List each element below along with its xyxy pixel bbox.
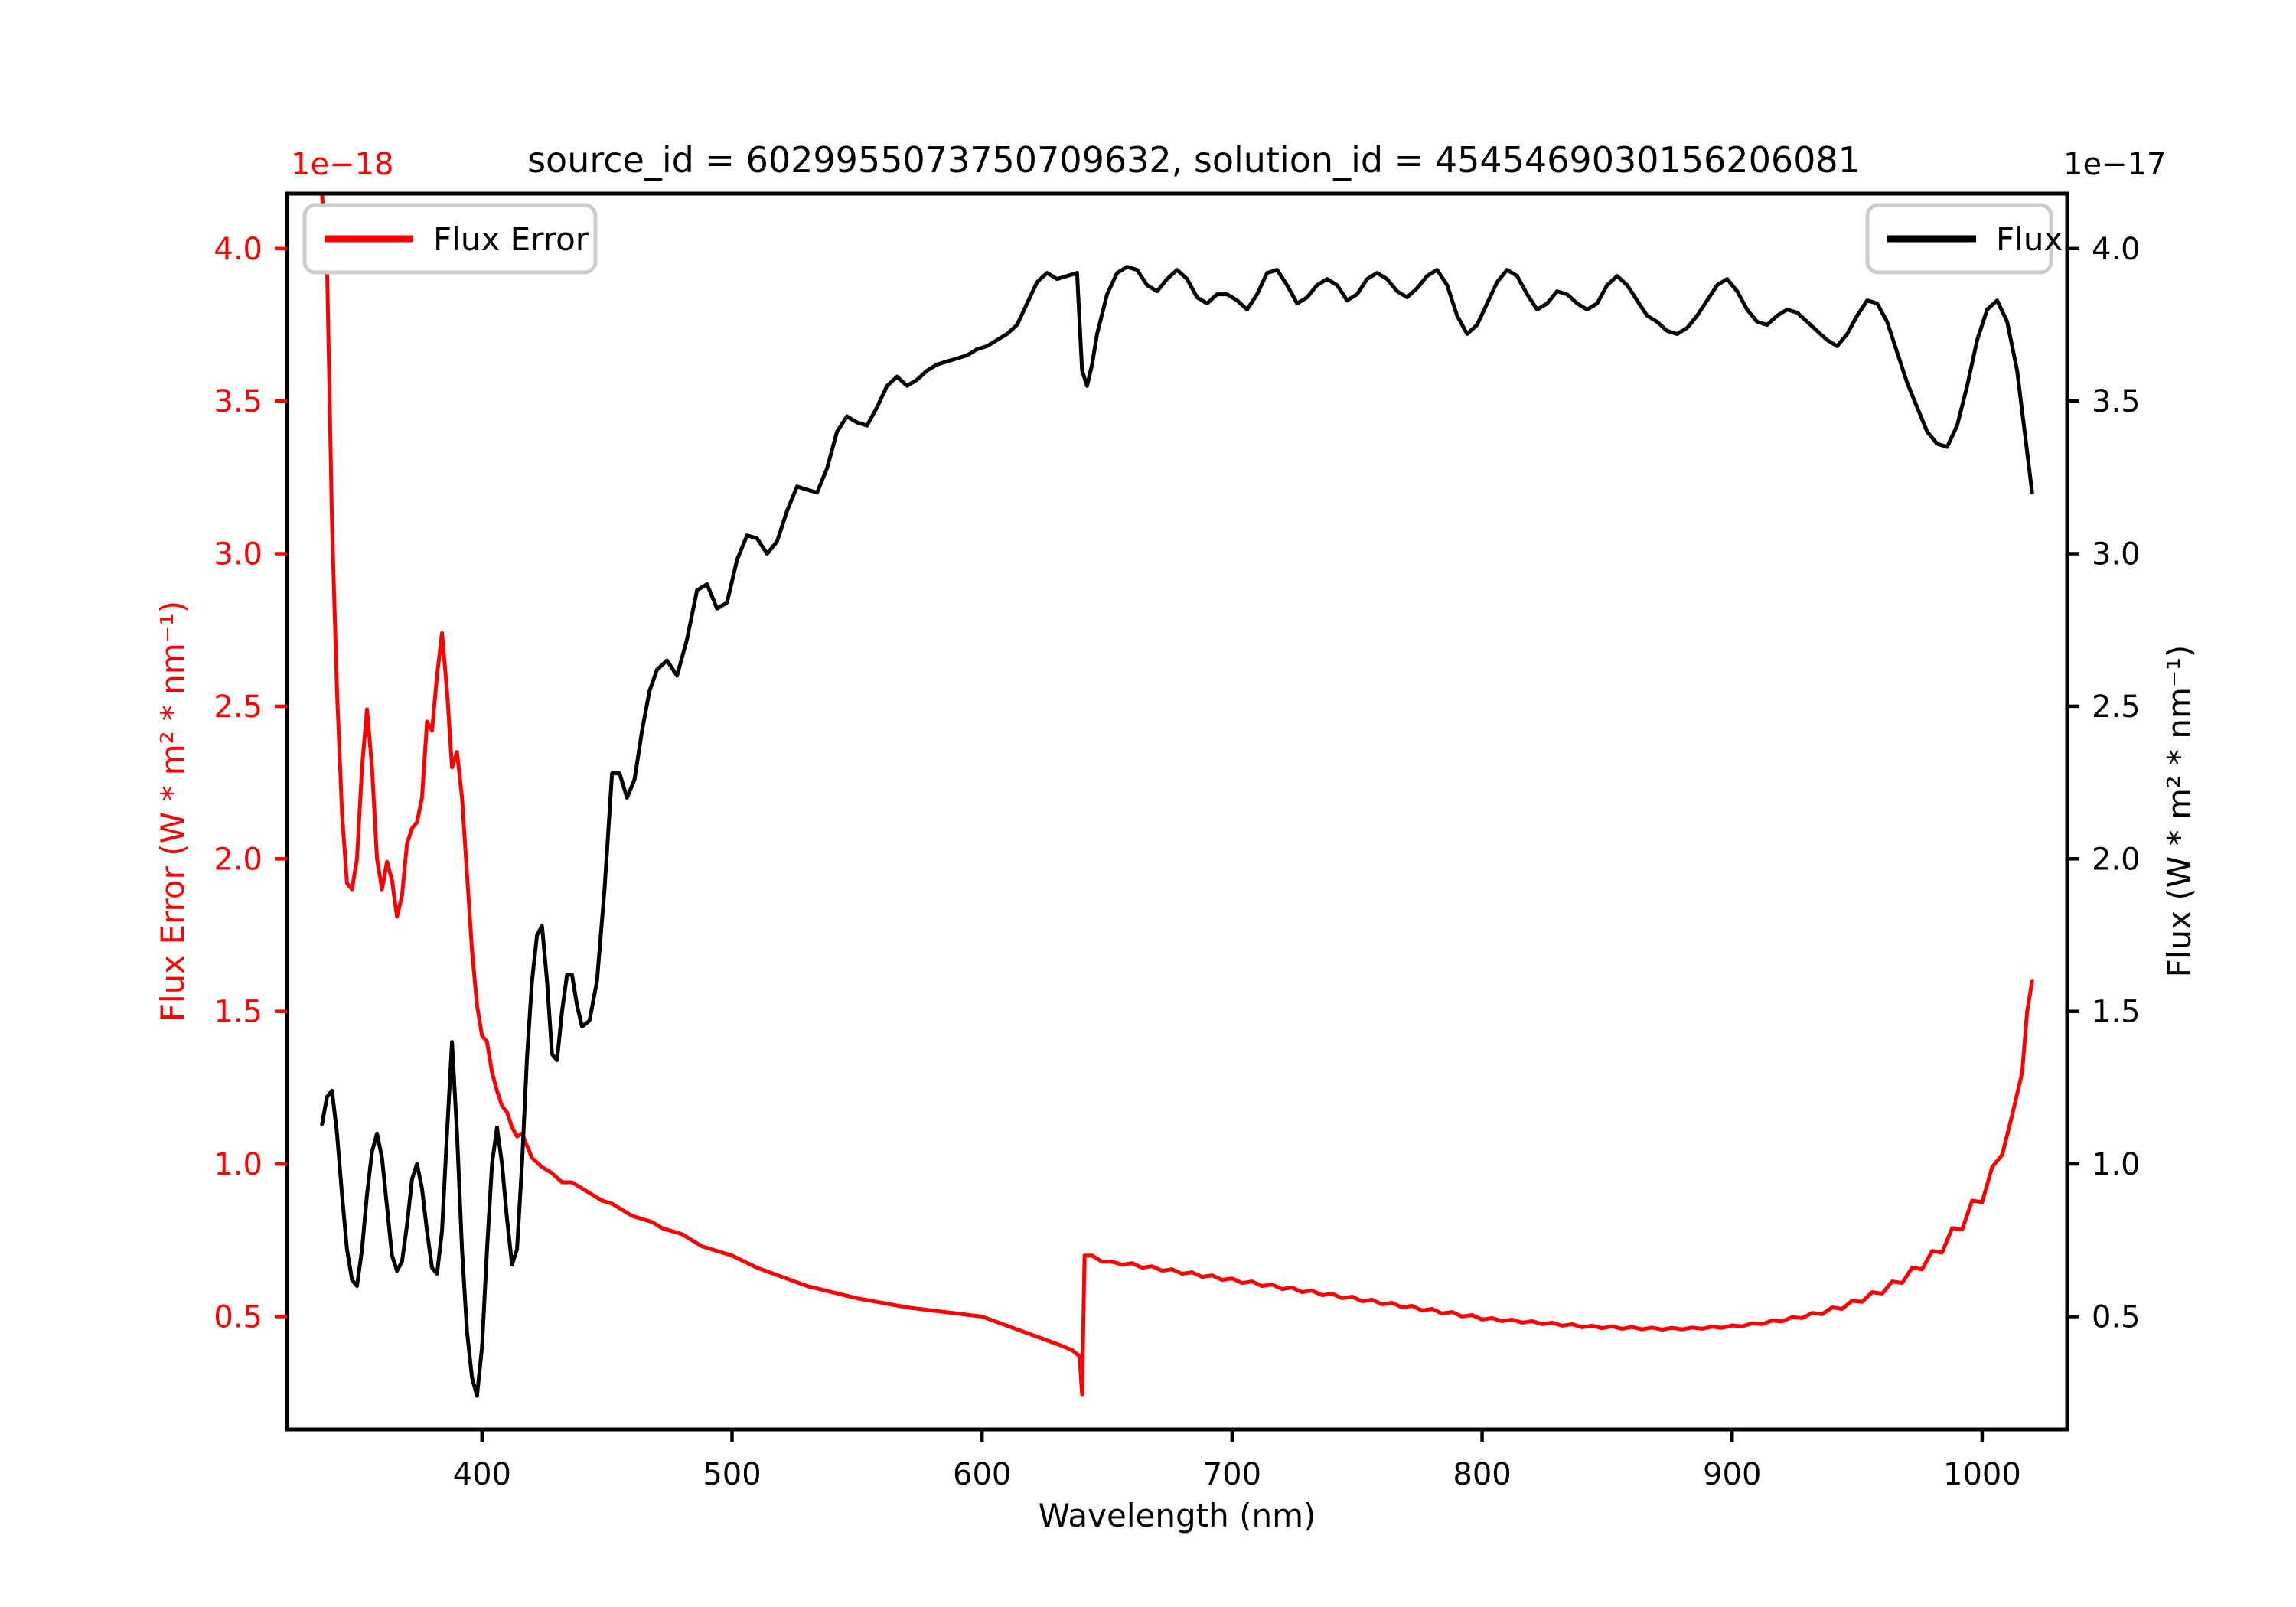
y-axis-left-label: Flux Error (W * m² * nm⁻¹) <box>154 601 191 1022</box>
flux-legend-label: Flux <box>1996 220 2063 258</box>
y-right-tick-label: 1.5 <box>2092 995 2141 1030</box>
y-right-tick-label: 2.0 <box>2092 842 2141 877</box>
y-right-tick-label: 3.0 <box>2092 537 2141 572</box>
x-tick-label: 400 <box>453 1457 511 1492</box>
y-right-tick-label: 2.5 <box>2092 689 2141 725</box>
x-tick-label: 600 <box>953 1457 1011 1492</box>
axes-frame <box>285 191 2069 1432</box>
y-left-tick-label: 3.5 <box>214 384 263 419</box>
y-left-tick-label: 1.0 <box>214 1147 263 1182</box>
y-axis-right-ticks: 0.5 1.0 1.5 2.0 2.5 3.0 3.5 4.0 <box>2067 232 2141 1335</box>
x-tick-label: 800 <box>1453 1457 1511 1492</box>
flux-error-legend-label: Flux Error <box>433 220 589 258</box>
x-tick-label: 1000 <box>1943 1457 2021 1492</box>
series-line-flux <box>320 265 2034 1398</box>
x-tick-label: 700 <box>1203 1457 1261 1492</box>
y-left-tick-label: 3.0 <box>214 537 263 572</box>
right-axis-offset-text: 1e−17 <box>2063 147 2166 182</box>
y-right-tick-label: 3.5 <box>2092 384 2141 419</box>
x-tick-label: 500 <box>703 1457 761 1492</box>
y-right-tick-label: 1.0 <box>2092 1147 2141 1182</box>
flux-legend[interactable]: Flux <box>1865 203 2063 275</box>
x-tick-label: 900 <box>1703 1457 1761 1492</box>
left-axis-offset-text: 1e−18 <box>291 147 393 182</box>
y-left-tick-label: 1.5 <box>214 995 263 1030</box>
flux-error-legend-box[interactable] <box>302 203 598 275</box>
y-left-tick-label: 4.0 <box>214 232 263 267</box>
flux-error-legend[interactable]: Flux Error <box>302 203 598 275</box>
y-right-tick-label: 4.0 <box>2092 232 2141 267</box>
x-axis-label: Wavelength (nm) <box>1039 1497 1316 1534</box>
data-curves-group <box>320 194 2034 1398</box>
y-axis-right-label: Flux (W * m² * nm⁻¹) <box>2161 645 2198 978</box>
series-line-flux-error <box>320 194 2034 1397</box>
y-left-tick-label: 0.5 <box>214 1299 263 1335</box>
y-left-tick-label: 2.5 <box>214 689 263 725</box>
plot-area-background <box>287 194 2067 1429</box>
plot-title: source_id = 6029955073750709632, solutio… <box>527 139 1861 181</box>
x-axis-ticks: 400 500 600 700 800 900 1000 <box>453 1429 2021 1492</box>
y-right-tick-label: 0.5 <box>2092 1299 2141 1335</box>
y-left-tick-label: 2.0 <box>214 842 263 877</box>
y-axis-left-ticks: 0.5 1.0 1.5 2.0 2.5 3.0 3.5 4.0 <box>214 232 287 1335</box>
